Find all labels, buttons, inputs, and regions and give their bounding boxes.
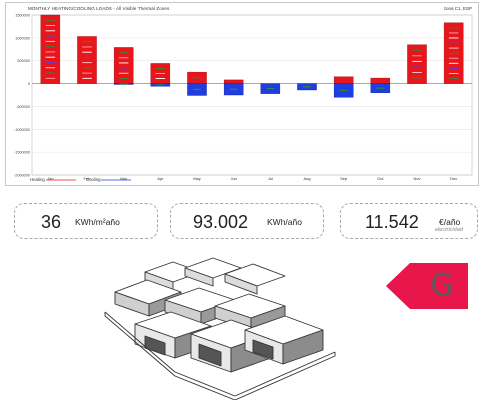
x-tick-label: May <box>193 176 201 181</box>
kpi-sub: electricidad <box>435 227 463 233</box>
x-tick-label: Jul <box>268 176 273 181</box>
legend-heating: Heating <box>30 177 45 182</box>
x-tick-label: Jan <box>47 176 53 181</box>
heating-bar <box>407 44 427 84</box>
kpi-card-annual-cost: 11.542 €/año electricidad <box>340 203 478 239</box>
x-tick-label: Nov <box>413 176 420 181</box>
kpi-card-consumption-per-m2: 36 KWh/m²año <box>14 203 158 239</box>
plot-frame <box>31 14 473 176</box>
kpi-unit: KWh/m²año <box>75 217 120 227</box>
y-tick-label: 1000000 <box>15 36 30 40</box>
heating-bar <box>223 79 244 84</box>
building-axonometric-drawing <box>104 257 336 400</box>
kpi-card-annual-consumption: 93.002 KWh/año <box>170 203 324 239</box>
loads-chart: 1500000 1000000 500000 0 -500000 -1000000 -150… <box>14 14 473 181</box>
x-tick-label: Apr <box>157 176 164 181</box>
y-tick-label: -1000000 <box>14 128 30 132</box>
chart-title: MONTHLY HEATING/COOLING LOADS - All Visi… <box>28 6 170 11</box>
x-tick-label: Sep <box>340 176 348 181</box>
kpi-unit: €/año <box>439 217 461 227</box>
heating-bar <box>77 36 97 84</box>
kpi-value: 36 <box>41 212 62 232</box>
energy-rating-letter: G <box>430 268 454 303</box>
kpi-unit: KWh/año <box>267 217 302 227</box>
chart-tag: zona C1, ESP <box>443 6 472 11</box>
x-tick-label: Feb <box>84 176 92 181</box>
energy-rating-badge <box>386 263 468 309</box>
x-tick-label: Aug <box>303 176 310 181</box>
y-tick-label: 500000 <box>17 59 30 63</box>
x-tick-label: Jun <box>230 176 236 181</box>
y-tick-label: 0 <box>28 82 30 86</box>
heating-bar <box>333 76 354 84</box>
y-tick-label: -2000000 <box>14 174 30 178</box>
y-tick-label: 1500000 <box>15 14 30 18</box>
loads-chart-panel: MONTHLY HEATING/COOLING LOADS - All Visi… <box>5 2 479 186</box>
kpi-value: 11.542 <box>365 212 419 232</box>
x-tick-label: Mar <box>120 176 128 181</box>
kpi-value: 93.002 <box>193 212 249 232</box>
y-tick-label: -500000 <box>16 105 30 109</box>
y-tick-label: -1500000 <box>14 151 30 155</box>
legend-cooling: Cooling <box>86 177 101 182</box>
x-tick-label: Oct <box>377 176 384 181</box>
heating-bar <box>40 14 61 84</box>
x-tick-label: Dec <box>450 176 457 181</box>
heating-bar <box>370 77 391 84</box>
